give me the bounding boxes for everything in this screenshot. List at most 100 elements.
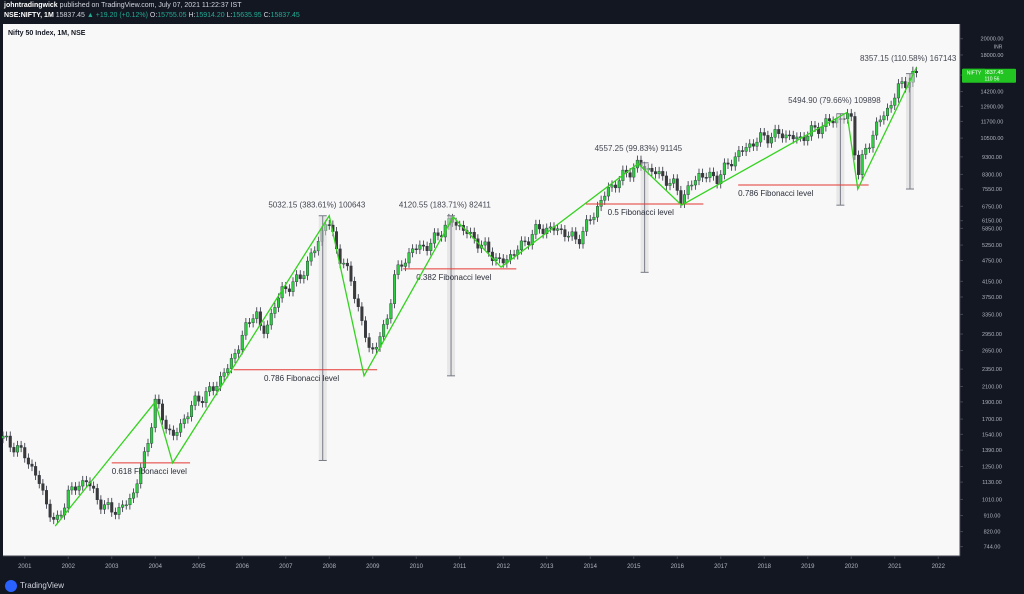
- candle: [37, 475, 41, 484]
- candle: [266, 324, 270, 334]
- candle: [110, 502, 114, 513]
- measure-label: 5494.90 (79.66%) 109898: [788, 96, 881, 105]
- candle: [41, 483, 45, 491]
- tradingview-logo-icon[interactable]: [5, 580, 17, 592]
- candle: [233, 353, 237, 359]
- candle: [915, 71, 919, 73]
- y-tick-label: 20000.00: [981, 37, 1004, 43]
- candle: [186, 416, 190, 420]
- candle: [889, 105, 893, 109]
- high-label: H:: [188, 12, 196, 19]
- candle: [759, 132, 763, 143]
- candle: [204, 391, 208, 404]
- y-tick-label: 1010.00: [982, 497, 1002, 503]
- candle: [197, 395, 201, 402]
- candle: [48, 503, 52, 518]
- y-tick-label: 9300.00: [982, 155, 1002, 161]
- candle: [632, 167, 636, 178]
- candle: [668, 183, 672, 186]
- candle: [730, 164, 734, 167]
- price-chart[interactable]: Nifty 50 Index, 1M, NSE 20000.00 18000.00 1…: [0, 22, 1024, 578]
- last-price: 15837.45: [55, 12, 85, 19]
- candle: [95, 488, 99, 501]
- x-tick-label: 2001: [18, 564, 32, 570]
- candle: [302, 275, 306, 279]
- brand-name[interactable]: TradingView: [20, 581, 65, 590]
- candle: [128, 498, 132, 506]
- candle: [617, 180, 621, 189]
- x-tick-label: 2020: [845, 564, 859, 570]
- candle: [853, 116, 857, 156]
- candle: [66, 489, 70, 509]
- symbol-ohlc: NSE:NIFTY, 1M 15837.45 ▲ +19.20 (+0.12%)…: [4, 12, 300, 19]
- x-tick-label: 2021: [888, 564, 902, 570]
- candle: [831, 120, 835, 124]
- close-value: 15837.45: [270, 12, 300, 19]
- chart-title: Nifty 50 Index, 1M, NSE: [8, 30, 86, 37]
- x-tick-label: 2006: [236, 564, 250, 570]
- x-tick-label: 2007: [279, 564, 293, 570]
- last-price-sub: 110 56: [985, 77, 1000, 83]
- author-name[interactable]: johntradingwick: [4, 2, 58, 9]
- candle: [131, 492, 135, 499]
- candle: [396, 264, 400, 275]
- candle: [454, 222, 458, 226]
- candle: [650, 168, 654, 172]
- candle: [142, 451, 146, 469]
- candle: [208, 386, 212, 392]
- y-tick-label: 5250.00: [982, 243, 1002, 249]
- candle: [896, 83, 900, 99]
- candle: [588, 219, 592, 221]
- candle: [179, 423, 183, 433]
- candle: [52, 516, 56, 520]
- candle: [697, 173, 701, 181]
- y-tick-label: 3750.00: [982, 295, 1002, 301]
- candle: [628, 172, 632, 178]
- candle: [255, 311, 259, 319]
- candle: [679, 190, 683, 204]
- candle: [494, 257, 498, 261]
- candle: [871, 134, 875, 149]
- chart-area[interactable]: Nifty 50 Index, 1M, NSE 20000.00 18000.00 1…: [0, 22, 1024, 578]
- y-tick-label: 2100.00: [982, 384, 1002, 390]
- candle: [574, 231, 578, 240]
- y-tick-label: 744.00: [984, 545, 1001, 551]
- x-tick-label: 2010: [410, 564, 424, 570]
- y-tick-label: 2350.00: [982, 367, 1002, 373]
- x-tick-label: 2015: [627, 564, 641, 570]
- y-tick-label: 10500.00: [981, 136, 1004, 142]
- x-tick-label: 2005: [192, 564, 206, 570]
- candle: [345, 262, 349, 267]
- candle: [712, 171, 716, 177]
- candle: [171, 429, 175, 436]
- candle: [287, 288, 291, 292]
- candle: [900, 81, 904, 84]
- x-tick-label: 2004: [149, 564, 163, 570]
- candle: [530, 234, 534, 246]
- candle: [563, 229, 567, 237]
- y-tick-label: 1390.00: [982, 448, 1002, 454]
- x-tick-label: 2017: [714, 564, 728, 570]
- symbol-name[interactable]: NSE:NIFTY, 1M: [4, 12, 54, 19]
- candle: [541, 228, 545, 234]
- x-tick-label: 2016: [671, 564, 685, 570]
- candle: [599, 200, 603, 207]
- candle: [777, 129, 781, 134]
- candle: [755, 141, 759, 147]
- candle: [117, 507, 121, 515]
- candle: [483, 241, 487, 246]
- y-tick-label: 1700.00: [982, 417, 1002, 423]
- y-tick-label: 1540.00: [982, 432, 1002, 438]
- candle: [751, 143, 755, 147]
- candle: [19, 445, 23, 448]
- symbol-tag-box: [963, 68, 985, 78]
- candle: [393, 274, 397, 304]
- x-tick-label: 2008: [323, 564, 337, 570]
- candle: [766, 135, 770, 144]
- x-tick-label: 2018: [758, 564, 772, 570]
- candle: [150, 427, 154, 444]
- candle: [226, 368, 230, 373]
- candle: [654, 171, 658, 175]
- y-tick-label: 4750.00: [982, 259, 1002, 265]
- y-tick-label: 910.00: [984, 514, 1001, 520]
